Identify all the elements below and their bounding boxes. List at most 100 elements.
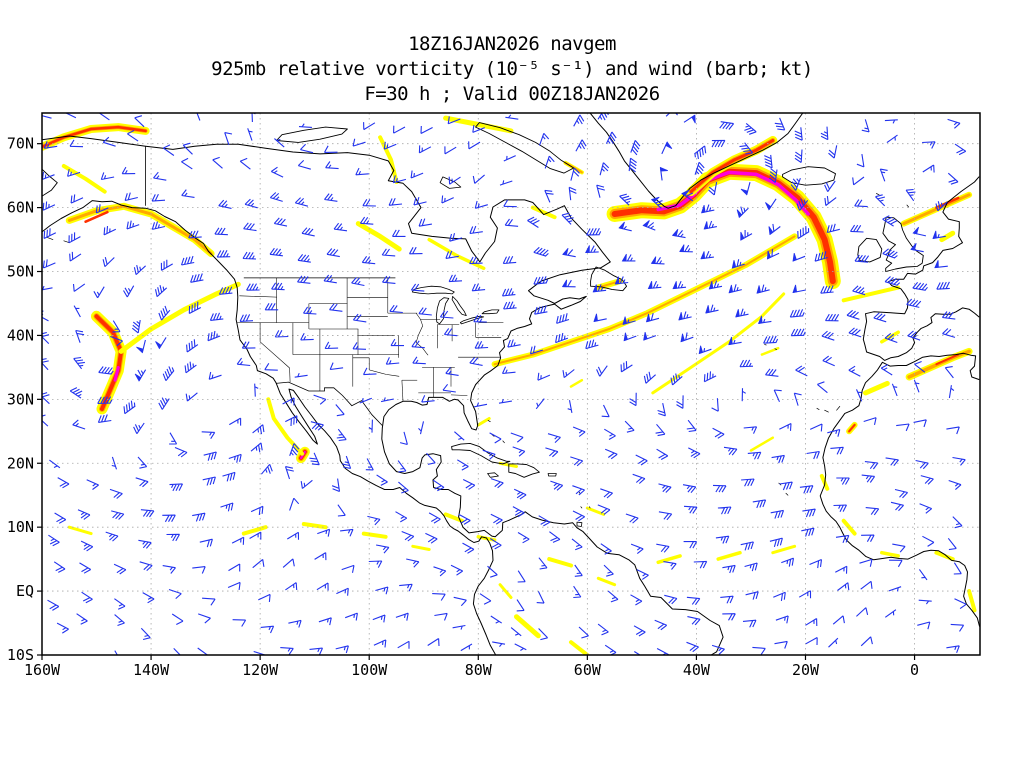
wind-barb-flag xyxy=(665,141,673,149)
wind-barb xyxy=(719,121,735,130)
wind-barb xyxy=(300,332,314,341)
coastline xyxy=(487,420,491,423)
lat-tick-label: 20N xyxy=(7,454,34,472)
wind-barb xyxy=(860,636,873,647)
lon-tick-label: 160W xyxy=(24,661,61,679)
coastline xyxy=(63,240,70,244)
wind-barb xyxy=(828,145,838,159)
wind-barb xyxy=(458,513,471,525)
wind-barb xyxy=(80,540,94,552)
wind-barb-flag xyxy=(736,209,743,219)
wind-barb xyxy=(260,463,273,475)
wind-barb xyxy=(578,626,589,639)
wind-barb xyxy=(600,543,612,555)
coastline xyxy=(42,168,58,197)
lon-tick-label: 0 xyxy=(910,661,919,679)
wind-barb xyxy=(744,562,758,572)
wind-barb xyxy=(547,433,561,443)
lon-tick-label: 80W xyxy=(465,661,493,679)
wind-barb xyxy=(48,534,60,547)
wind-barb xyxy=(98,366,114,375)
wind-barb xyxy=(76,613,88,625)
wind-barb xyxy=(468,141,481,150)
wind-barb xyxy=(562,369,575,379)
coastline xyxy=(451,296,467,316)
wind-barb xyxy=(794,127,803,141)
wind-barb xyxy=(499,180,513,186)
wind-barb xyxy=(472,124,486,133)
wind-barb xyxy=(345,612,358,621)
wind-barb xyxy=(739,359,754,368)
wind-barb xyxy=(294,372,308,378)
wind-barb xyxy=(882,215,898,227)
wind-barb xyxy=(600,488,613,499)
wind-barb xyxy=(97,414,112,423)
wind-barb xyxy=(529,345,544,355)
wind-barb xyxy=(572,485,585,496)
wind-barb xyxy=(861,534,875,542)
wind-barb xyxy=(665,113,671,117)
wind-barb xyxy=(743,426,758,434)
wind-barb xyxy=(861,119,870,133)
wind-barb xyxy=(474,200,488,209)
wind-barb xyxy=(859,558,873,567)
wind-barb xyxy=(658,511,673,521)
vorticity-band-yellow xyxy=(934,550,955,562)
wind-barb xyxy=(676,395,684,409)
wind-barb xyxy=(209,312,224,321)
vorticity-band-yellow xyxy=(476,417,491,427)
wind-barb xyxy=(247,128,253,141)
lon-tick-label: 60W xyxy=(574,661,602,679)
state-border xyxy=(289,367,291,383)
wind-barb xyxy=(474,402,488,408)
wind-barb xyxy=(947,172,959,185)
coastline xyxy=(475,122,575,174)
wind-barb xyxy=(501,288,516,297)
coastline xyxy=(785,492,789,496)
vorticity-band-red xyxy=(84,210,109,223)
wind-barb xyxy=(920,475,934,485)
wind-barb xyxy=(573,114,585,127)
wind-barb xyxy=(314,552,327,561)
vorticity-band-yellow xyxy=(569,378,584,388)
wind-barb xyxy=(297,160,311,170)
wind-barb xyxy=(620,361,633,373)
coastline xyxy=(411,285,455,295)
wind-barb xyxy=(126,220,140,230)
wind-barb xyxy=(471,283,486,292)
wind-barb xyxy=(300,479,313,489)
wind-barb xyxy=(326,248,340,258)
wind-barb xyxy=(114,650,118,655)
wind-barb xyxy=(490,478,504,489)
wind-barb xyxy=(324,145,338,153)
wind-barb xyxy=(174,446,188,458)
wind-barb xyxy=(280,647,294,655)
wind-barb xyxy=(409,246,423,255)
wind-barb xyxy=(832,615,845,625)
wind-barb-flag xyxy=(622,316,627,325)
vorticity-band-yellow xyxy=(841,285,901,303)
wind-barb xyxy=(820,126,829,141)
wind-barb xyxy=(450,564,464,576)
wind-barb xyxy=(47,599,60,611)
wind-barb xyxy=(335,645,349,654)
wind-barb xyxy=(216,250,231,258)
wind-barb xyxy=(121,166,136,175)
wind-barb xyxy=(160,259,173,271)
wind-barb xyxy=(501,366,516,375)
wind-barb xyxy=(517,532,530,544)
wind-barb xyxy=(779,481,793,491)
wind-barb xyxy=(882,248,898,259)
wind-barb xyxy=(658,483,672,493)
wind-barb xyxy=(188,230,202,239)
wind-barb-flag xyxy=(728,284,734,294)
coastline xyxy=(459,315,485,325)
vorticity-band-yellow xyxy=(585,506,606,516)
wind-barb xyxy=(512,446,526,457)
wind-barb xyxy=(469,256,483,265)
wind-barb xyxy=(341,564,355,573)
wind-barb xyxy=(197,647,209,655)
wind-barb xyxy=(434,612,448,621)
wind-barb xyxy=(774,640,788,649)
wind-barb xyxy=(687,616,701,626)
